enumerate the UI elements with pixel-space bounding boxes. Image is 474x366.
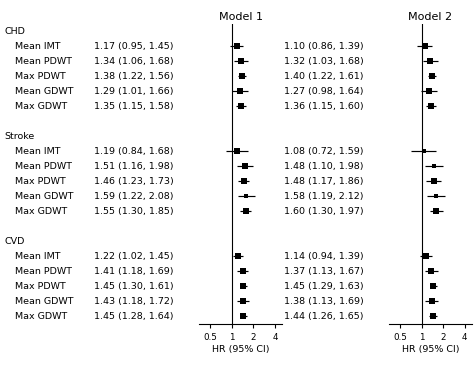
Text: 1.45 (1.29, 1.63): 1.45 (1.29, 1.63) — [284, 282, 364, 291]
Title: Model 2: Model 2 — [408, 12, 452, 22]
Text: Mean GDWT: Mean GDWT — [15, 87, 74, 96]
Text: 1.44 (1.26, 1.65): 1.44 (1.26, 1.65) — [284, 312, 364, 321]
Text: 1.08 (0.72, 1.59): 1.08 (0.72, 1.59) — [284, 147, 364, 156]
Text: 1.10 (0.86, 1.39): 1.10 (0.86, 1.39) — [284, 42, 364, 51]
Text: Max PDWT: Max PDWT — [15, 282, 66, 291]
Text: 1.40 (1.22, 1.61): 1.40 (1.22, 1.61) — [284, 72, 364, 81]
Text: CVD: CVD — [5, 237, 25, 246]
Text: Mean IMT: Mean IMT — [15, 147, 61, 156]
Text: 1.38 (1.13, 1.69): 1.38 (1.13, 1.69) — [284, 297, 364, 306]
Text: Max GDWT: Max GDWT — [15, 312, 67, 321]
Text: 1.29 (1.01, 1.66): 1.29 (1.01, 1.66) — [94, 87, 174, 96]
Text: 1.17 (0.95, 1.45): 1.17 (0.95, 1.45) — [94, 42, 174, 51]
Text: 1.55 (1.30, 1.85): 1.55 (1.30, 1.85) — [94, 207, 174, 216]
Text: CHD: CHD — [5, 27, 26, 36]
Text: Mean IMT: Mean IMT — [15, 252, 61, 261]
Text: 1.37 (1.13, 1.67): 1.37 (1.13, 1.67) — [284, 267, 364, 276]
Text: 1.48 (1.17, 1.86): 1.48 (1.17, 1.86) — [284, 177, 364, 186]
Text: 1.41 (1.18, 1.69): 1.41 (1.18, 1.69) — [94, 267, 174, 276]
Text: Mean PDWT: Mean PDWT — [15, 57, 72, 66]
Text: Stroke: Stroke — [5, 132, 35, 141]
Text: Max GDWT: Max GDWT — [15, 207, 67, 216]
Text: Max PDWT: Max PDWT — [15, 177, 66, 186]
X-axis label: HR (95% CI): HR (95% CI) — [212, 345, 269, 354]
X-axis label: HR (95% CI): HR (95% CI) — [401, 345, 459, 354]
Text: 1.19 (0.84, 1.68): 1.19 (0.84, 1.68) — [94, 147, 174, 156]
Text: 1.45 (1.28, 1.64): 1.45 (1.28, 1.64) — [94, 312, 174, 321]
Text: 1.32 (1.03, 1.68): 1.32 (1.03, 1.68) — [284, 57, 364, 66]
Text: Mean PDWT: Mean PDWT — [15, 162, 72, 171]
Text: 1.58 (1.19, 2.12): 1.58 (1.19, 2.12) — [284, 192, 364, 201]
Text: Mean GDWT: Mean GDWT — [15, 192, 74, 201]
Text: 1.36 (1.15, 1.60): 1.36 (1.15, 1.60) — [284, 102, 364, 111]
Title: Model 1: Model 1 — [219, 12, 263, 22]
Text: 1.60 (1.30, 1.97): 1.60 (1.30, 1.97) — [284, 207, 364, 216]
Text: Max PDWT: Max PDWT — [15, 72, 66, 81]
Text: 1.35 (1.15, 1.58): 1.35 (1.15, 1.58) — [94, 102, 174, 111]
Text: 1.27 (0.98, 1.64): 1.27 (0.98, 1.64) — [284, 87, 364, 96]
Text: 1.48 (1.10, 1.98): 1.48 (1.10, 1.98) — [284, 162, 364, 171]
Text: 1.43 (1.18, 1.72): 1.43 (1.18, 1.72) — [94, 297, 174, 306]
Text: 1.22 (1.02, 1.45): 1.22 (1.02, 1.45) — [94, 252, 174, 261]
Text: Mean GDWT: Mean GDWT — [15, 297, 74, 306]
Text: Mean PDWT: Mean PDWT — [15, 267, 72, 276]
Text: 1.51 (1.16, 1.98): 1.51 (1.16, 1.98) — [94, 162, 174, 171]
Text: 1.34 (1.06, 1.68): 1.34 (1.06, 1.68) — [94, 57, 174, 66]
Text: Mean IMT: Mean IMT — [15, 42, 61, 51]
Text: 1.38 (1.22, 1.56): 1.38 (1.22, 1.56) — [94, 72, 174, 81]
Text: 1.46 (1.23, 1.73): 1.46 (1.23, 1.73) — [94, 177, 174, 186]
Text: 1.14 (0.94, 1.39): 1.14 (0.94, 1.39) — [284, 252, 364, 261]
Text: Max GDWT: Max GDWT — [15, 102, 67, 111]
Text: 1.45 (1.30, 1.61): 1.45 (1.30, 1.61) — [94, 282, 174, 291]
Text: 1.59 (1.22, 2.08): 1.59 (1.22, 2.08) — [94, 192, 174, 201]
